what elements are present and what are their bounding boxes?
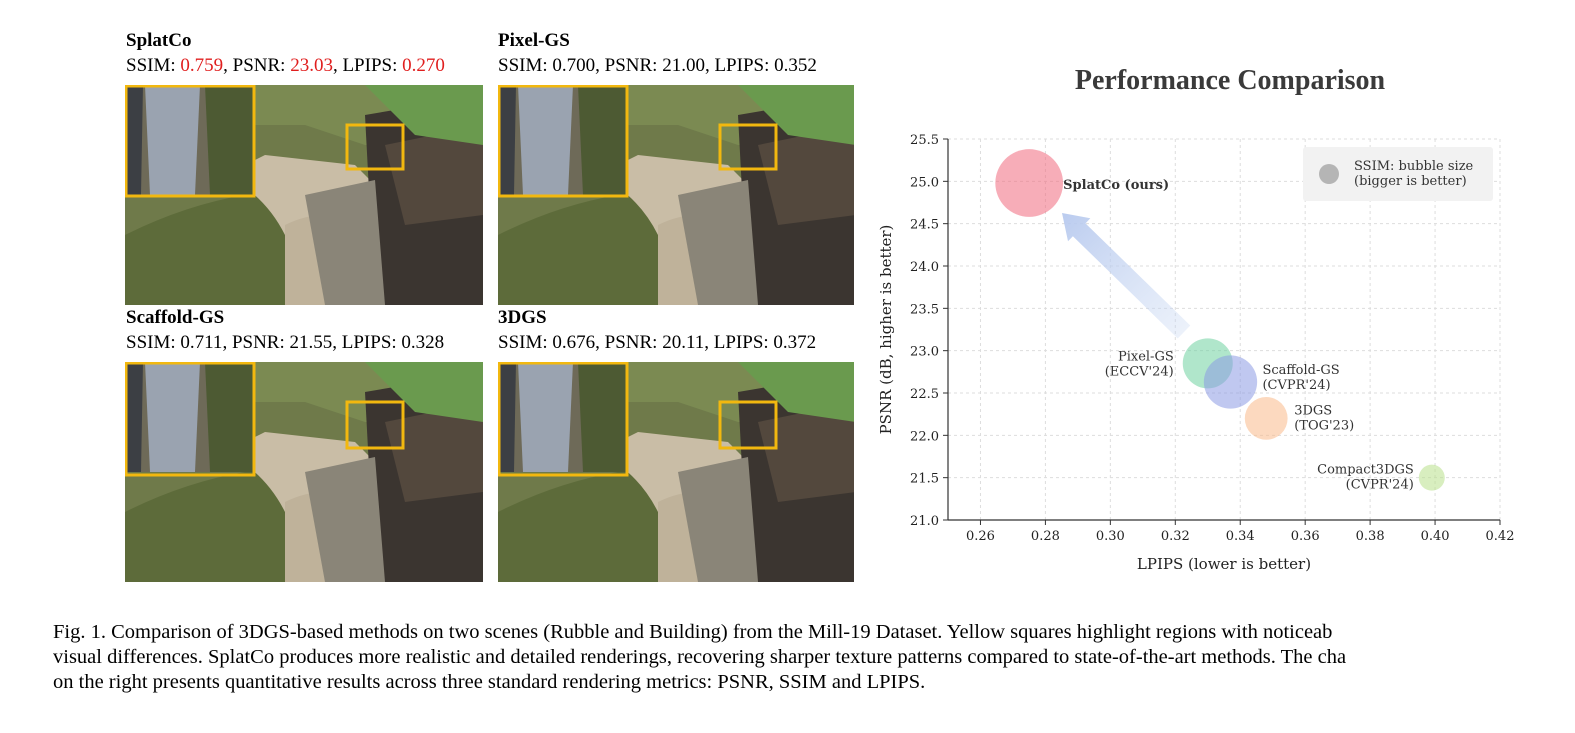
panel-metrics: SSIM: 0.711, PSNR: 21.55, LPIPS: 0.328 [126,332,445,353]
y-tick-label: 21.0 [910,514,939,529]
point-label: (CVPR'24) [1262,378,1330,393]
lpips-value: 0.352 [774,55,817,76]
rendering-image [125,85,483,305]
x-tick-label: 0.26 [966,529,995,544]
point-label: 3DGS [1294,403,1332,418]
x-tick-label: 0.38 [1356,529,1385,544]
x-tick-label: 0.34 [1226,529,1255,544]
x-tick-label: 0.32 [1161,529,1190,544]
bubble-compact3dgs [1418,464,1445,491]
performance-chart: Performance Comparison 0.26 0.28 0.30 0.32 0.… [877,65,1515,573]
lpips-value: 0.372 [773,332,817,353]
rendering-image [498,85,854,305]
point-label: Scaffold-GS [1262,363,1339,378]
ssim-value: 0.711 [180,332,223,353]
y-tick-label: 23.5 [910,302,939,317]
caption-line: on the right presents quantitative resul… [53,671,926,693]
y-tick-label: 25.0 [910,175,939,190]
panel-metrics: SSIM: 0.676, PSNR: 20.11, LPIPS: 0.372 [498,332,817,353]
lpips-value: 0.270 [402,55,445,76]
bubble-3dgs [1244,397,1288,440]
point-label: Compact3DGS [1317,463,1414,478]
x-tick-label: 0.42 [1486,529,1515,544]
rendering-image [125,362,483,582]
y-tick-label: 22.5 [910,387,939,402]
y-tick-label: 21.5 [910,472,939,487]
legend-label: (bigger is better) [1354,174,1467,189]
x-tick-label: 0.36 [1291,529,1320,544]
point-label: (TOG'23) [1294,418,1354,433]
y-axis-label: PSNR (dB, higher is better) [877,225,895,435]
chart-title: Performance Comparison [1075,65,1386,96]
point-label: (CVPR'24) [1346,478,1414,493]
x-tick-label: 0.28 [1031,529,1060,544]
panel-title: Pixel-GS [498,30,570,51]
panel-title: Scaffold-GS [126,307,225,328]
psnr-value: 23.03 [290,55,333,76]
ssim-value: 0.676 [552,332,596,353]
bubble-scaffold-gs [1203,355,1258,409]
y-tick-label: 23.0 [910,345,939,360]
point-label: Pixel-GS [1118,349,1174,364]
rendering-image [498,362,854,582]
ssim-value: 0.759 [180,55,224,76]
ssim-value: 0.700 [552,55,596,76]
point-label: SplatCo (ours) [1063,178,1169,193]
y-tick-label: 24.5 [910,218,939,233]
panel-title: 3DGS [498,307,547,328]
y-tick-label: 24.0 [910,260,939,275]
panel-metrics: SSIM: 0.700, PSNR: 21.00, LPIPS: 0.352 [498,55,817,76]
x-axis-label: LPIPS (lower is better) [1137,555,1311,573]
legend-box [1303,147,1493,201]
y-tick-label: 25.5 [910,133,939,148]
bubble-splatco-ours- [995,149,1064,217]
y-tick-label: 22.0 [910,429,939,444]
lpips-value: 0.328 [401,332,445,353]
x-tick-label: 0.40 [1421,529,1450,544]
point-label: (ECCV'24) [1105,364,1174,379]
panel-metrics: SSIM: 0.759, PSNR: 23.03, LPIPS: 0.270 [126,55,445,76]
legend-label: SSIM: bubble size [1354,159,1474,174]
psnr-value: 21.55 [289,332,333,353]
figure-caption: Fig. 1. Comparison of 3DGS-based methods… [53,620,1575,695]
caption-line: visual differences. SplatCo produces mor… [53,646,1347,668]
legend-marker [1319,164,1339,184]
caption-line: Fig. 1. Comparison of 3DGS-based methods… [53,621,1333,643]
psnr-value: 20.11 [662,332,705,353]
panel-title: SplatCo [126,30,192,51]
improvement-arrow [1062,213,1191,339]
psnr-value: 21.00 [662,55,705,76]
x-tick-label: 0.30 [1096,529,1125,544]
